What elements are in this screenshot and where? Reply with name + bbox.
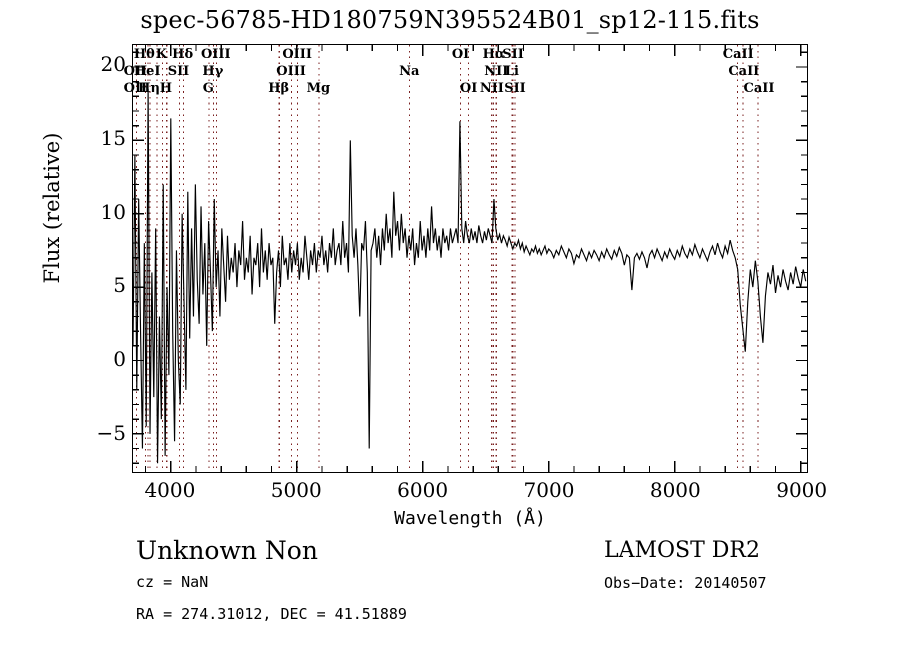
x-tick-label: 7000 — [523, 478, 575, 502]
x-axis-tick-labels: 4000 5000 6000 7000 8000 9000 — [132, 478, 827, 506]
y-tick-label: 0 — [113, 346, 126, 371]
y-tick-label: 10 — [100, 199, 126, 224]
x-axis-title: Wavelength (Å) — [394, 508, 546, 529]
page-title: spec-56785-HD180759N395524B01_sp12-115.f… — [140, 6, 760, 34]
x-tick-label: 4000 — [144, 478, 196, 502]
spectrum-curve — [133, 89, 807, 464]
y-tick-label: 5 — [113, 273, 126, 298]
y-tick-label: −5 — [96, 420, 126, 445]
y-axis-title: Flux (relative) — [40, 132, 64, 284]
redshift-value: cz = NaN — [136, 573, 209, 591]
axis-tick-layer — [133, 45, 807, 472]
observation-date: Obs−Date: 20140507 — [604, 574, 767, 592]
x-tick-label: 9000 — [776, 478, 828, 502]
object-classification: Unknown Non — [136, 536, 318, 565]
plot-frame — [132, 44, 808, 473]
y-tick-label: 20 — [100, 52, 126, 77]
x-tick-label: 5000 — [270, 478, 322, 502]
coordinates-value: RA = 274.31012, DEC = 41.51889 — [136, 605, 407, 623]
y-axis-tick-labels: −5 0 5 10 15 20 — [60, 44, 126, 473]
x-tick-label: 6000 — [397, 478, 449, 502]
survey-name: LAMOST DR2 — [604, 538, 760, 563]
x-tick-label: 8000 — [649, 478, 701, 502]
y-tick-label: 15 — [100, 125, 126, 150]
